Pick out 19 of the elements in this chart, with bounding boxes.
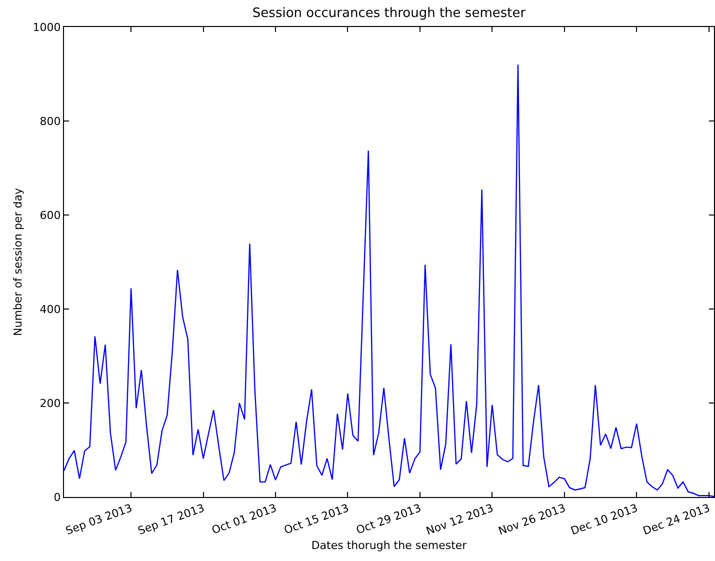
- x-tick-label: Dec 10 2013: [569, 501, 640, 538]
- x-tick-label: Sep 03 2013: [64, 501, 134, 538]
- y-tick-label: 1000: [32, 20, 61, 34]
- y-tick-label: 400: [40, 302, 61, 316]
- y-tick-label: 600: [40, 208, 61, 222]
- line-series: [64, 64, 714, 497]
- y-tick-label: 800: [40, 114, 61, 128]
- chart-title: Session occurances through the semester: [252, 6, 526, 22]
- y-tick-label: 0: [54, 490, 61, 504]
- x-tick-label: Dec 24 2013: [641, 501, 712, 538]
- x-tick-label: Nov 26 2013: [496, 501, 568, 538]
- y-axis-title: Number of session per day: [11, 188, 24, 336]
- x-tick-label: Oct 01 2013: [210, 501, 278, 537]
- x-tick-label: Sep 17 2013: [136, 501, 206, 538]
- y-tick-label: 200: [40, 396, 61, 410]
- x-tick-label: Oct 29 2013: [354, 501, 423, 537]
- x-axis-title: Dates thorugh the semester: [311, 538, 468, 552]
- x-tick-label: Nov 12 2013: [424, 501, 496, 538]
- x-tick-label: Oct 15 2013: [282, 501, 351, 537]
